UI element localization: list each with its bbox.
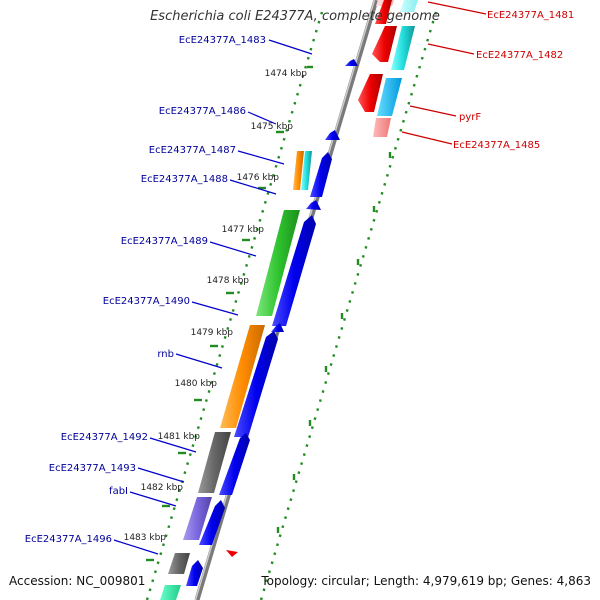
kbp-label-1477: 1477 kbp [222, 225, 265, 235]
gene-label-1488: EcE24377A_1488 [141, 174, 228, 185]
gene-bar-1485-pink [373, 118, 391, 137]
gene-arrow-rnb [234, 331, 278, 437]
gene-label-1489: EcE24377A_1489 [121, 236, 208, 247]
gene-arrow-pyrF [358, 74, 383, 112]
gene-arrow-1483 [345, 59, 358, 66]
gene-arrow-1492 [219, 433, 250, 495]
gene-arrow-1482 [372, 26, 397, 62]
kbp-label-1480: 1480 kbp [175, 379, 218, 389]
kbp-label-1475: 1475 kbp [251, 122, 294, 132]
gene-bar-bottom-teal [160, 585, 181, 600]
gene-arrow-1486 [325, 130, 340, 140]
gene-bar-1487-orange [293, 151, 304, 190]
kbp-label-1482: 1482 kbp [141, 483, 184, 493]
genome-title: Escherichia coli E24377A, complete genom… [150, 9, 440, 24]
gene-label-fabI: fabI [109, 486, 128, 497]
gene-bar-1496-gray [168, 553, 190, 574]
gene-bar-rnb-orange [220, 325, 265, 428]
gene-arrow-1490 [271, 323, 284, 332]
gene-label-pyrF: pyrF [459, 112, 481, 123]
kbp-label-1481: 1481 kbp [158, 432, 201, 442]
gene-label-1481: EcE24377A_1481 [487, 10, 574, 21]
gene-label-1487: EcE24377A_1487 [149, 145, 236, 156]
gene-label-1483: EcE24377A_1483 [179, 35, 266, 46]
accession-label: Accession: NC_009801 [9, 574, 146, 588]
callout-lines-left [113, 39, 313, 555]
kbp-label-1483: 1483 kbp [124, 533, 167, 543]
gene-label-1493: EcE24377A_1493 [49, 463, 136, 474]
gene-label-rnb: rnb [157, 349, 174, 360]
callout-lines-right [401, 1, 487, 145]
gene-bar-1492-gray [198, 432, 231, 493]
gene-label-1492: EcE24377A_1492 [61, 432, 148, 443]
genome-summary: Topology: circular; Length: 4,979,619 bp… [261, 574, 591, 588]
gene-bar-1481-cyan-light [400, 0, 418, 12]
gene-arrow-1481 [375, 0, 392, 24]
gene-label-1482: EcE24377A_1482 [476, 50, 563, 61]
kbp-label-1479: 1479 kbp [191, 328, 234, 338]
major-ticks [146, 65, 313, 562]
gene-arrow-1489 [272, 215, 316, 326]
gene-label-1496: EcE24377A_1496 [25, 534, 112, 545]
right-track-dashes [276, 152, 392, 533]
gene-bar-1482-cyan [391, 26, 415, 70]
gene-label-1485: EcE24377A_1485 [453, 140, 540, 151]
gene-arrow-1488 [306, 200, 321, 210]
gene-arrow-fabI [199, 500, 225, 545]
gene-arrow-1496 [186, 560, 203, 586]
gene-bar-pyrF-sky [377, 78, 402, 116]
gene-label-1490: EcE24377A_1490 [103, 296, 190, 307]
gene-bar-1487-cyan [301, 151, 312, 190]
kbp-label-1478: 1478 kbp [207, 276, 250, 286]
kbp-label-1474: 1474 kbp [265, 69, 308, 79]
gene-bar-1489-green [256, 210, 300, 316]
gene-label-1486: EcE24377A_1486 [159, 106, 246, 117]
gene-arrow-small-red [226, 550, 238, 557]
gene-bar-fabI-purple [183, 497, 212, 540]
kbp-label-1476: 1476 kbp [237, 173, 280, 183]
gene-arrow-1487 [310, 152, 332, 197]
